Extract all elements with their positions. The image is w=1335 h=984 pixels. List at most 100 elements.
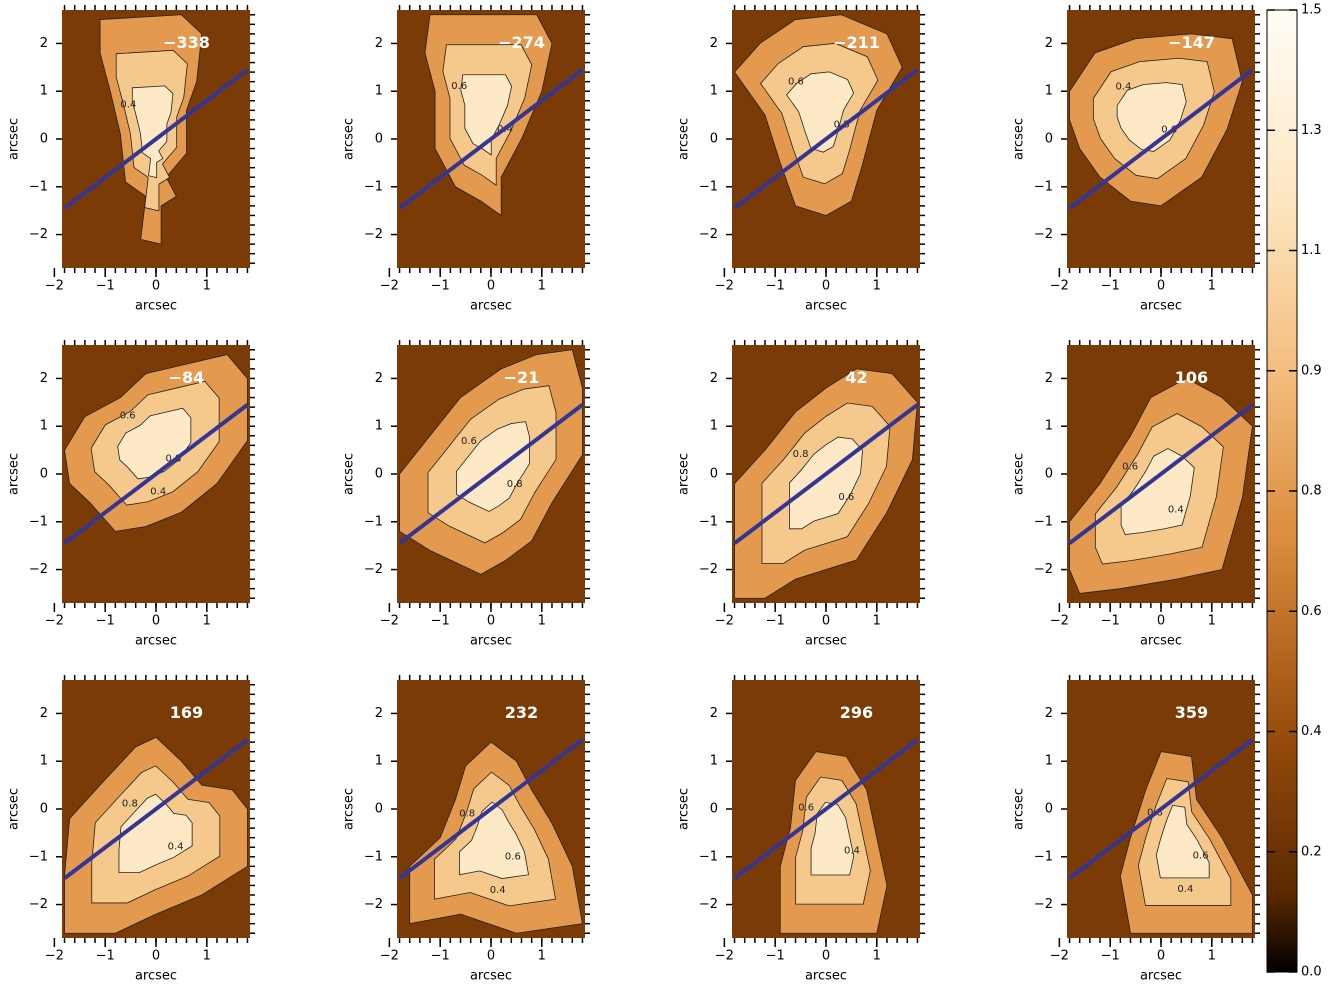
position-angle-line <box>1068 738 1254 880</box>
y-tick-label: −1 <box>699 514 718 529</box>
x-tick-label: −2 <box>45 614 64 629</box>
x-axis-label: arcsec <box>1140 299 1182 314</box>
y-tick-label: 1 <box>1045 754 1053 769</box>
y-tick-label: 2 <box>710 706 718 721</box>
colorbar-tick-label: 1.1 <box>1301 243 1322 258</box>
x-tick-label: −1 <box>96 614 115 629</box>
panel: 0.8 0.6 0.4 232 −2 −1 0 1 −2 −1 0 1 2 arcsec arcsec <box>342 675 590 984</box>
x-tick-label: 1 <box>1208 949 1216 964</box>
velocity-label: −274 <box>498 33 545 52</box>
y-tick-label: 0 <box>40 802 48 817</box>
y-tick-label: 0 <box>710 132 718 147</box>
contour-label: 0.6 <box>1122 462 1138 473</box>
contour-label: 0.6 <box>838 492 854 503</box>
y-tick-label: 1 <box>375 84 383 99</box>
x-tick-label: −1 <box>766 279 785 294</box>
y-tick-label: −1 <box>29 849 48 864</box>
colorbar-tick-label: 0.0 <box>1301 965 1322 980</box>
y-axis-label: arcsec <box>677 788 692 830</box>
y-tick-label: 1 <box>375 419 383 434</box>
x-tick-label: −2 <box>45 949 64 964</box>
x-axis-label: arcsec <box>135 634 177 649</box>
y-axis-label: arcsec <box>7 453 22 495</box>
panel: 0.6 0.4 106 −2 −1 0 1 −2 −1 0 1 2 arcsec arcsec <box>1012 340 1260 649</box>
emission-peak <box>118 793 193 874</box>
y-tick-label: −1 <box>1034 849 1053 864</box>
position-angle-line <box>398 68 584 210</box>
emission-peak <box>460 74 512 156</box>
emission-peak <box>1120 448 1195 535</box>
y-tick-label: −1 <box>29 514 48 529</box>
x-tick-label: 1 <box>873 279 881 294</box>
y-tick-label: −2 <box>699 227 718 242</box>
y-tick-label: 0 <box>375 467 383 482</box>
y-tick-label: 0 <box>40 467 48 482</box>
y-tick-label: 2 <box>375 706 383 721</box>
x-tick-label: 1 <box>1208 279 1216 294</box>
y-tick-label: −1 <box>699 849 718 864</box>
y-tick-label: 0 <box>1045 802 1053 817</box>
x-tick-label: −2 <box>380 279 399 294</box>
emission-peak <box>459 801 529 879</box>
position-angle-line <box>1068 68 1254 210</box>
velocity-label: −21 <box>504 368 540 387</box>
y-tick-label: 2 <box>40 371 48 386</box>
contour-label: 0.6 <box>798 803 814 814</box>
x-tick-label: 1 <box>538 279 546 294</box>
x-tick-label: −2 <box>1050 614 1069 629</box>
contour-label: 0.8 <box>122 799 138 810</box>
y-tick-label: 1 <box>40 84 48 99</box>
colorbar-tick-label: 1.3 <box>1301 123 1322 138</box>
y-tick-label: 1 <box>1045 84 1053 99</box>
y-axis-label: arcsec <box>677 118 692 160</box>
x-tick-label: 0 <box>822 614 830 629</box>
velocity-label: −147 <box>1168 33 1215 52</box>
y-tick-label: −2 <box>29 897 48 912</box>
contour-label: 0.4 <box>1168 505 1184 516</box>
position-angle-line <box>63 68 249 210</box>
y-tick-label: −1 <box>1034 514 1053 529</box>
contour-label: 0.6 <box>505 851 521 862</box>
x-tick-label: −2 <box>45 279 64 294</box>
y-tick-label: 1 <box>375 754 383 769</box>
y-tick-label: 2 <box>1045 371 1053 386</box>
x-tick-label: −2 <box>380 949 399 964</box>
contour-label: 0.4 <box>150 487 166 498</box>
y-axis-label: arcsec <box>1012 788 1027 830</box>
velocity-label: −211 <box>833 33 880 52</box>
y-tick-label: −2 <box>29 227 48 242</box>
contour-label: 0.4 <box>844 846 860 857</box>
y-tick-label: 0 <box>1045 467 1053 482</box>
panel: 0.8 0.6 42 −2 −1 0 1 −2 −1 0 1 2 arcsec arcsec <box>677 340 925 649</box>
x-tick-label: 0 <box>152 614 160 629</box>
y-tick-label: 2 <box>710 36 718 51</box>
y-tick-label: 0 <box>375 132 383 147</box>
y-tick-label: 2 <box>1045 706 1053 721</box>
y-tick-label: 2 <box>710 371 718 386</box>
colorbar-tick-label: 0.6 <box>1301 604 1322 619</box>
colorbar-tick-label: 0.9 <box>1301 363 1322 378</box>
x-tick-label: −1 <box>431 614 450 629</box>
y-tick-label: 1 <box>710 754 718 769</box>
contour-label: 0.6 <box>451 81 467 92</box>
colorbar-tick-label: 0.4 <box>1301 724 1322 739</box>
y-tick-label: 2 <box>1045 36 1053 51</box>
y-axis-label: arcsec <box>7 788 22 830</box>
y-axis-label: arcsec <box>7 118 22 160</box>
y-tick-label: −2 <box>364 897 383 912</box>
x-tick-label: 0 <box>822 279 830 294</box>
y-tick-label: 0 <box>1045 132 1053 147</box>
x-tick-label: −2 <box>1050 279 1069 294</box>
x-axis-label: arcsec <box>135 299 177 314</box>
y-tick-label: −2 <box>1034 897 1053 912</box>
y-tick-label: −2 <box>364 227 383 242</box>
x-axis-label: arcsec <box>1140 634 1182 649</box>
position-angle-line <box>63 738 249 880</box>
y-tick-label: 1 <box>40 754 48 769</box>
x-tick-label: −2 <box>1050 949 1069 964</box>
velocity-label: 169 <box>170 703 203 722</box>
velocity-label: 106 <box>1175 368 1208 387</box>
contour-label: 0.4 <box>1116 81 1132 92</box>
